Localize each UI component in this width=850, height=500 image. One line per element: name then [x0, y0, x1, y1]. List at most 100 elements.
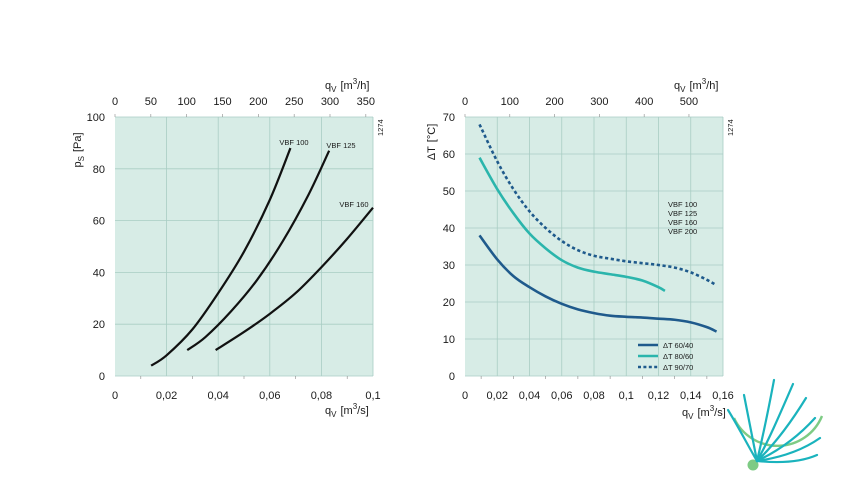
top-tick-label: 300: [321, 96, 339, 108]
legend: ΔT 60/40 ΔT 80/60 ΔT 90/70: [638, 341, 693, 372]
model-label: VBF 200: [668, 227, 697, 236]
top-tick-label: 50: [145, 96, 157, 108]
y-tick-label: 40: [443, 223, 455, 235]
x-tick-label: 0,08: [583, 390, 604, 402]
y-axis-symbol: p: [72, 161, 84, 167]
y-tick-label: 80: [93, 164, 105, 176]
model-label: VBF 100: [668, 200, 697, 209]
top-axis-label: qV [m3/h]: [674, 77, 718, 94]
logo-rays: [726, 378, 822, 464]
plot-area: [115, 117, 373, 376]
top-tick-label: 0: [112, 96, 118, 108]
series-label: VBF 125: [326, 141, 355, 150]
series-line: [478, 234, 718, 333]
top-tick-label: 200: [545, 96, 563, 108]
legend-label: ΔT 80/60: [663, 352, 693, 361]
legend-label: ΔT 90/70: [663, 363, 693, 372]
series-label: VBF 160: [339, 200, 368, 209]
top-tick-label: 0: [462, 96, 468, 108]
top-tick-label: 300: [590, 96, 608, 108]
y-axis-label: ΔT [°C]: [426, 124, 438, 161]
series-line: [150, 147, 292, 367]
y-tick-label: 60: [443, 149, 455, 161]
x-tick-label: 0,06: [259, 390, 280, 402]
y-tick-label: 20: [443, 297, 455, 309]
x-tick-label: 0,1: [619, 390, 634, 402]
series-line: [478, 123, 718, 287]
top-tick-label: 100: [177, 96, 195, 108]
x-tick-label: 0,12: [648, 390, 669, 402]
x-axis-unit-pre: [m: [697, 407, 709, 419]
tick-labels: 0 0,02 0,04 0,06 0,08 0,1 0 20 40 60 80 100 0 50 100 15…: [87, 96, 381, 402]
top-axis-unit-post: /h]: [706, 80, 718, 92]
x-tick-label: 0,14: [680, 390, 701, 402]
series-line: [186, 150, 331, 352]
top-tick-label: 400: [635, 96, 653, 108]
x-tick-label: 0,02: [487, 390, 508, 402]
y-axis-subscript: S: [77, 156, 86, 161]
x-axis-unit-post: /s]: [357, 405, 369, 417]
y-tick-label: 100: [87, 112, 105, 124]
model-label: VBF 160: [668, 218, 697, 227]
x-axis-symbol: q: [682, 407, 688, 419]
logo-dot: [747, 459, 759, 471]
y-axis-unit: [°C]: [426, 124, 438, 142]
y-axis-symbol: ΔT: [426, 146, 438, 160]
series-lines: [478, 123, 718, 333]
top-axis-unit-pre: [m: [340, 80, 352, 92]
x-tick-label: 0,1: [365, 390, 380, 402]
x-tick-label: 0,04: [207, 390, 228, 402]
brand-logo: [726, 378, 824, 471]
top-tick-label: 350: [357, 96, 375, 108]
x-axis-subscript: V: [688, 412, 694, 421]
temperature-chart: 0 0,02 0,04 0,06 0,08 0,1 0,12 0,14 0,16 0 10 20 30 4…: [426, 77, 735, 421]
y-axis-label: pS [Pa]: [72, 132, 86, 167]
top-axis-subscript: V: [331, 85, 337, 94]
top-axis-unit-pre: [m: [689, 80, 701, 92]
logo-arc: [732, 415, 824, 448]
model-list: VBF 100 VBF 125 VBF 160 VBF 200: [668, 200, 697, 236]
x-tick-label: 0,16: [712, 390, 733, 402]
top-axis-unit-post: /h]: [357, 80, 369, 92]
chart-code: 1274: [376, 119, 385, 136]
chart-code: 1274: [726, 119, 735, 136]
y-tick-label: 40: [93, 267, 105, 279]
y-tick-label: 10: [443, 334, 455, 346]
model-label: VBF 125: [668, 209, 697, 218]
top-tick-label: 100: [501, 96, 519, 108]
top-axis-label: qV [m3/h]: [325, 77, 369, 94]
series-line: [478, 157, 666, 293]
y-tick-label: 20: [93, 319, 105, 331]
series-line: [215, 206, 374, 352]
y-tick-label: 50: [443, 186, 455, 198]
top-axis-subscript: V: [680, 85, 686, 94]
x-axis-unit-sup: 3: [353, 402, 358, 411]
x-tick-label: 0,06: [551, 390, 572, 402]
top-axis-unit-sup: 3: [702, 77, 707, 86]
top-tick-label: 250: [285, 96, 303, 108]
x-axis-unit-pre: [m: [340, 405, 352, 417]
top-axis-symbol: q: [674, 80, 680, 92]
x-tick-label: 0: [112, 390, 118, 402]
top-axis-symbol: q: [325, 80, 331, 92]
x-tick-label: 0,04: [519, 390, 540, 402]
x-tick-label: 0,02: [156, 390, 177, 402]
y-tick-label: 30: [443, 260, 455, 272]
x-axis-label: qV [m3/s]: [682, 404, 726, 421]
x-axis-unit-post: /s]: [714, 407, 726, 419]
y-tick-label: 70: [443, 112, 455, 124]
y-tick-label: 0: [99, 371, 105, 383]
x-tick-label: 0,08: [311, 390, 332, 402]
x-axis-symbol: q: [325, 405, 331, 417]
top-tick-label: 500: [680, 96, 698, 108]
y-axis-unit: [Pa]: [72, 132, 84, 152]
top-tick-label: 150: [213, 96, 231, 108]
series-lines: VBF 100 VBF 125 VBF 160: [150, 138, 374, 367]
gridlines: [465, 116, 724, 377]
x-axis-unit-sup: 3: [710, 404, 715, 413]
x-axis-subscript: V: [331, 410, 337, 419]
y-tick-label: 0: [449, 371, 455, 383]
top-tick-label: 200: [249, 96, 267, 108]
